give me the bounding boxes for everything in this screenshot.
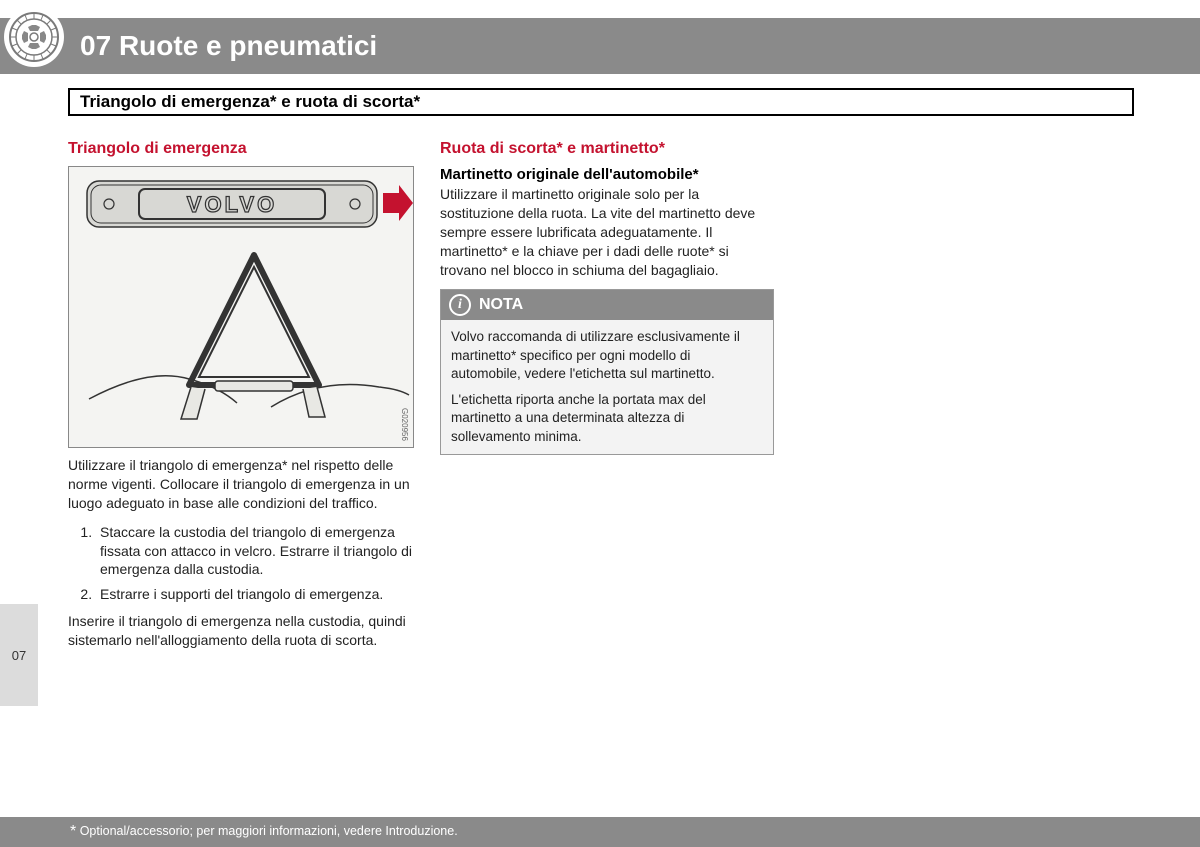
col1-steps: Staccare la custodia del triangolo di em… [68, 523, 414, 605]
section-header: Triangolo di emergenza* e ruota di scort… [68, 88, 1134, 116]
column-1: Triangolo di emergenza VOLVO [68, 140, 414, 660]
step-2: Estrarre i supporti del triangolo di eme… [96, 585, 414, 604]
warning-triangle-figure: VOLVO G020956 [68, 166, 414, 448]
column-3 [800, 140, 1134, 660]
col2-p1: Utilizzare il martinetto originale solo … [440, 185, 774, 279]
col1-heading: Triangolo di emergenza [68, 140, 414, 158]
note-body: Volvo raccomanda di utilizzare esclusiva… [441, 320, 773, 453]
chapter-header-bar: 07 Ruote e pneumatici [0, 18, 1200, 74]
figure-code: G020956 [400, 408, 409, 441]
chapter-title-text: Ruote e pneumatici [119, 30, 377, 61]
note-p1: Volvo raccomanda di utilizzare esclusiva… [451, 328, 763, 383]
chapter-number: 07 [80, 30, 111, 61]
svg-text:VOLVO: VOLVO [187, 192, 277, 217]
footer-note: Optional/accessorio; per maggiori inform… [76, 824, 457, 838]
content-area: Triangolo di emergenza VOLVO [68, 140, 1134, 660]
col2-subheading: Martinetto originale dell'automobile* [440, 166, 774, 183]
side-tab: 07 [0, 604, 38, 706]
note-header: i NOTA [441, 290, 773, 320]
note-p2: L'etichetta riporta anche la portata max… [451, 391, 763, 446]
chapter-title: 07 Ruote e pneumatici [80, 30, 377, 62]
footer-bar: * Optional/accessorio; per maggiori info… [0, 817, 1200, 847]
info-icon: i [449, 294, 471, 316]
column-2: Ruota di scorta* e martinetto* Martinett… [440, 140, 774, 660]
tire-icon [4, 7, 64, 67]
col1-p2: Inserire il triangolo di emergenza nella… [68, 612, 414, 650]
note-box: i NOTA Volvo raccomanda di utilizzare es… [440, 289, 774, 454]
col1-p1: Utilizzare il triangolo di emergenza* ne… [68, 456, 414, 513]
footer-text: * Optional/accessorio; per maggiori info… [70, 823, 458, 841]
note-label: NOTA [479, 296, 523, 314]
step-1: Staccare la custodia del triangolo di em… [96, 523, 414, 580]
col2-heading: Ruota di scorta* e martinetto* [440, 140, 774, 158]
